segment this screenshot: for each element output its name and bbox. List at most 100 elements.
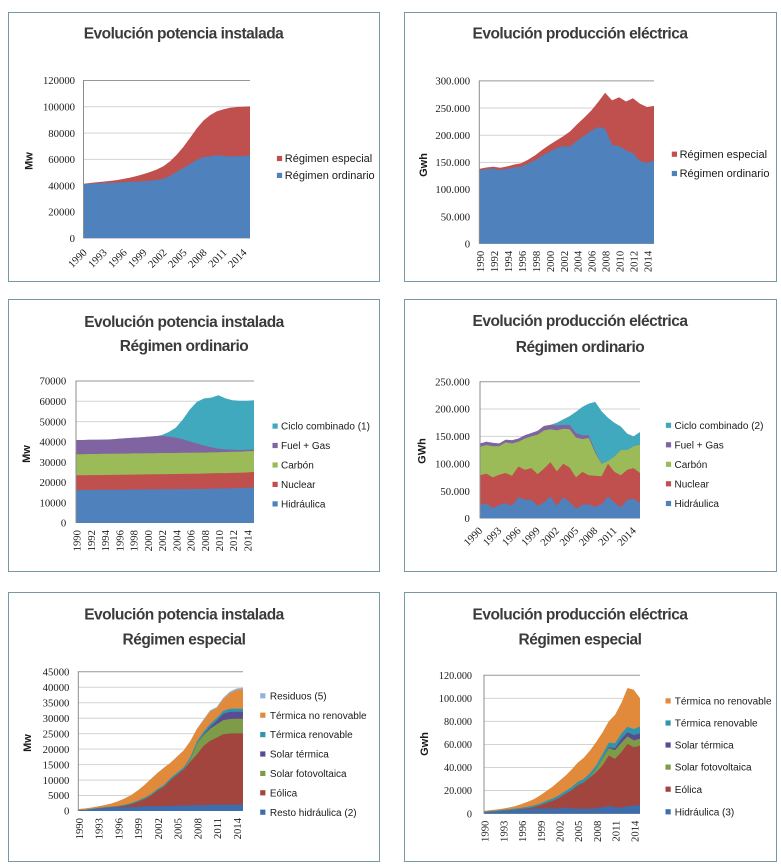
svg-text:Régimen ordinario: Régimen ordinario — [120, 338, 248, 355]
svg-text:1993: 1993 — [498, 821, 510, 842]
svg-text:2012: 2012 — [228, 530, 240, 551]
svg-text:40000: 40000 — [48, 180, 75, 192]
svg-text:Nuclear: Nuclear — [281, 480, 316, 491]
svg-text:1996: 1996 — [517, 820, 529, 842]
svg-text:Eólica: Eólica — [270, 788, 298, 799]
svg-text:60000: 60000 — [39, 396, 66, 408]
svg-text:2012: 2012 — [629, 251, 641, 272]
svg-text:2004: 2004 — [171, 529, 183, 551]
svg-text:Mw: Mw — [21, 445, 33, 463]
svg-text:Régimen ordinario: Régimen ordinario — [285, 170, 375, 182]
svg-text:1998: 1998 — [531, 251, 543, 272]
svg-text:1994: 1994 — [100, 529, 112, 551]
svg-text:2014: 2014 — [643, 250, 655, 272]
svg-text:50000: 50000 — [39, 416, 66, 428]
svg-text:Solar fotovoltaica: Solar fotovoltaica — [675, 763, 752, 774]
svg-text:20000: 20000 — [48, 207, 75, 219]
svg-text:0: 0 — [64, 806, 69, 818]
svg-text:60.000: 60.000 — [444, 740, 472, 751]
svg-text:Térmica no renovable: Térmica no renovable — [675, 697, 772, 708]
svg-text:1994: 1994 — [503, 250, 515, 272]
svg-text:30000: 30000 — [43, 713, 70, 725]
svg-text:Resto hidráulica (2): Resto hidráulica (2) — [270, 808, 357, 819]
svg-text:2006: 2006 — [587, 250, 599, 272]
svg-text:Evolución producción eléctrica: Evolución producción eléctrica — [473, 607, 689, 624]
svg-text:10000: 10000 — [43, 775, 70, 787]
svg-text:2005: 2005 — [173, 818, 185, 839]
svg-text:2011: 2011 — [212, 818, 224, 839]
svg-text:100.000: 100.000 — [439, 694, 472, 705]
svg-text:Evolución potencia instalada: Evolución potencia instalada — [84, 607, 284, 624]
svg-text:120000: 120000 — [43, 75, 75, 87]
svg-text:2000: 2000 — [143, 530, 155, 551]
svg-text:100000: 100000 — [43, 102, 75, 114]
svg-text:Régimen ordinario: Régimen ordinario — [516, 339, 644, 356]
svg-text:Carbón: Carbón — [675, 460, 708, 471]
svg-text:Fuel + Gas: Fuel + Gas — [675, 440, 724, 451]
svg-text:60000: 60000 — [48, 154, 75, 166]
svg-text:Nuclear: Nuclear — [675, 479, 710, 490]
svg-text:2002: 2002 — [157, 530, 169, 551]
svg-text:2004: 2004 — [573, 250, 585, 272]
svg-text:Hidráulica: Hidráulica — [281, 500, 326, 511]
svg-text:1990: 1990 — [74, 818, 86, 839]
svg-text:1990: 1990 — [72, 530, 84, 551]
svg-text:20.000: 20.000 — [444, 786, 472, 797]
svg-text:40000: 40000 — [39, 437, 66, 449]
svg-text:2014: 2014 — [232, 817, 244, 839]
svg-text:Solar térmica: Solar térmica — [675, 741, 734, 752]
svg-text:50.000: 50.000 — [440, 486, 469, 498]
svg-text:Gwh: Gwh — [419, 732, 431, 756]
svg-text:200.000: 200.000 — [435, 404, 470, 416]
svg-text:0: 0 — [70, 233, 75, 245]
svg-text:250.000: 250.000 — [435, 376, 470, 388]
svg-text:1996: 1996 — [113, 817, 125, 839]
svg-text:45000: 45000 — [43, 667, 70, 679]
svg-text:2010: 2010 — [214, 530, 226, 551]
svg-text:Mw: Mw — [24, 152, 36, 170]
svg-text:Régimen ordinario: Régimen ordinario — [680, 168, 770, 180]
svg-text:Evolución producción eléctrica: Evolución producción eléctrica — [473, 25, 689, 42]
svg-text:80.000: 80.000 — [444, 717, 472, 728]
svg-text:1992: 1992 — [489, 251, 501, 272]
svg-text:1990: 1990 — [475, 251, 487, 272]
svg-text:2005: 2005 — [573, 821, 585, 842]
svg-text:2008: 2008 — [601, 251, 613, 272]
svg-text:200.000: 200.000 — [435, 130, 470, 142]
svg-text:150.000: 150.000 — [435, 157, 470, 169]
svg-text:Ciclo combinado (2): Ciclo combinado (2) — [675, 421, 764, 432]
svg-text:40000: 40000 — [43, 682, 70, 694]
svg-text:2008: 2008 — [592, 821, 604, 842]
svg-text:Evolución potencia instalada: Evolución potencia instalada — [84, 25, 284, 42]
svg-text:2008: 2008 — [193, 818, 205, 839]
svg-text:GWh: GWh — [416, 438, 428, 464]
svg-text:Térmica no renovable: Térmica no renovable — [270, 711, 367, 722]
svg-text:1999: 1999 — [536, 821, 548, 842]
svg-text:Eólica: Eólica — [675, 785, 703, 796]
svg-text:50.000: 50.000 — [441, 211, 470, 223]
svg-text:1999: 1999 — [133, 818, 145, 839]
svg-text:0: 0 — [61, 518, 66, 530]
svg-text:1998: 1998 — [129, 530, 141, 551]
svg-text:Régimen especial: Régimen especial — [680, 149, 767, 161]
svg-text:Ciclo combinado (1): Ciclo combinado (1) — [281, 422, 370, 433]
svg-text:40.000: 40.000 — [444, 763, 472, 774]
svg-text:5000: 5000 — [48, 790, 69, 802]
svg-text:1996: 1996 — [114, 529, 126, 551]
svg-text:0: 0 — [464, 513, 469, 525]
svg-text:Solar fotovoltaica: Solar fotovoltaica — [270, 769, 347, 780]
svg-text:100.000: 100.000 — [435, 184, 470, 196]
svg-text:Evolución producción eléctrica: Evolución producción eléctrica — [473, 313, 689, 330]
svg-text:Régimen especial: Régimen especial — [519, 632, 642, 649]
svg-text:70000: 70000 — [39, 376, 66, 388]
svg-text:Fuel + Gas: Fuel + Gas — [281, 441, 330, 452]
svg-text:1993: 1993 — [94, 818, 106, 839]
svg-text:120.000: 120.000 — [439, 671, 472, 682]
svg-text:Hidráulica: Hidráulica — [675, 499, 720, 510]
svg-text:Régimen especial: Régimen especial — [123, 632, 246, 649]
svg-text:Residuos (5): Residuos (5) — [270, 691, 327, 702]
svg-text:10000: 10000 — [39, 497, 66, 509]
svg-text:20000: 20000 — [39, 477, 66, 489]
svg-text:2011: 2011 — [611, 821, 623, 842]
svg-text:2002: 2002 — [555, 821, 567, 842]
